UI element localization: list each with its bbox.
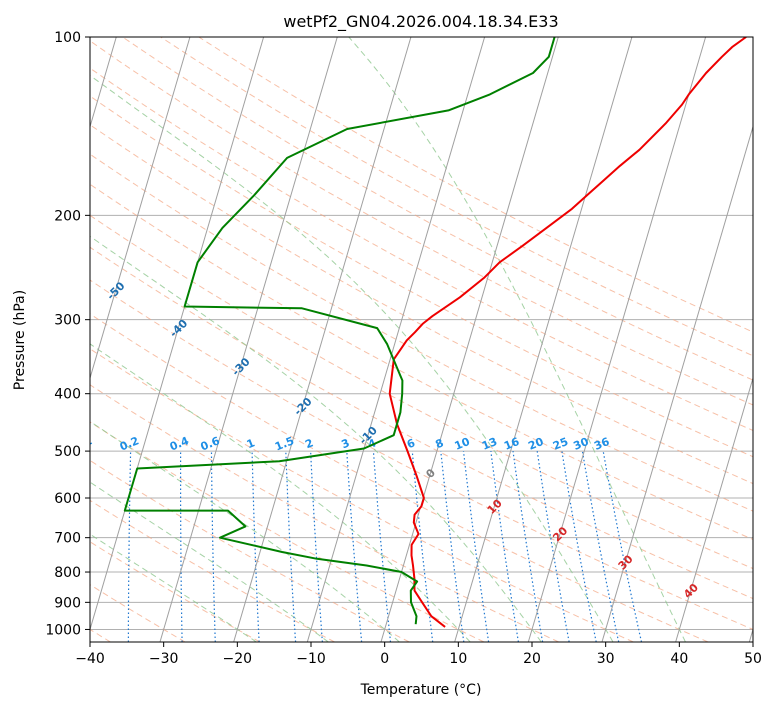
mixing-ratio-label: 1 <box>245 436 257 451</box>
x-tick-label: 50 <box>744 651 762 667</box>
mixing-ratio-line <box>581 450 620 642</box>
isotherm <box>90 37 265 632</box>
isotherm <box>380 37 559 642</box>
dry-adiabat <box>90 313 709 642</box>
isotherm-label: -60 <box>42 240 65 263</box>
mixing-ratio-line <box>462 451 490 642</box>
mixing-ratio-label: 25 <box>551 435 570 453</box>
x-tick-label: −10 <box>296 651 326 667</box>
dry-adiabat <box>90 421 485 642</box>
moist-adiabat <box>90 235 542 642</box>
dry-adiabat <box>90 124 753 485</box>
dry-adiabat <box>90 95 753 458</box>
isotherm <box>233 37 412 642</box>
moist-adiabat <box>90 420 400 642</box>
dewpoint-line <box>123 37 556 625</box>
mixing-ratio-label: 30 <box>572 435 591 453</box>
y-axis: 100 200 300 400 500 600 700 800 900 1000 <box>45 30 90 638</box>
x-tick-label: −30 <box>149 651 179 667</box>
plot-frame <box>89 36 754 643</box>
mixing-ratio-line <box>411 451 434 642</box>
x-axis-title: Temperature (°C) <box>360 682 482 698</box>
mixing-ratio-line <box>440 451 465 642</box>
isotherm <box>527 37 707 642</box>
dry-adiabat <box>90 348 634 642</box>
pressure-grid <box>90 37 753 630</box>
isotherm <box>675 376 753 642</box>
dry-adiabat <box>90 153 753 512</box>
x-tick-label: −20 <box>223 651 253 667</box>
mixing-ratio-label: 20 <box>526 435 545 453</box>
dry-adiabat <box>122 37 753 381</box>
mixing-ratio-label: 36 <box>592 435 611 453</box>
y-tick-label: 700 <box>54 531 81 547</box>
mixing-ratio-label: 10 <box>453 435 472 453</box>
mixing-ratio-label: 8 <box>434 436 446 451</box>
mixing-ratio-line <box>372 451 392 642</box>
mixing-ratio-label: 2 <box>303 436 315 451</box>
y-tick-label: 500 <box>54 444 81 460</box>
mixing-ratio-line <box>490 451 519 642</box>
y-axis-title: Pressure (hPa) <box>12 290 28 390</box>
y-tick-label: 100 <box>54 30 81 46</box>
x-axis: −40 −30 −20 −10 0 10 20 30 40 50 <box>75 642 762 667</box>
isotherm-label: -70 <box>0 199 4 222</box>
mixing-ratio-line <box>346 451 363 642</box>
mixing-ratio-label: 13 <box>480 435 499 453</box>
x-tick-label: 0 <box>380 651 389 667</box>
y-tick-label: 1000 <box>45 622 81 638</box>
x-tick-label: 40 <box>670 651 688 667</box>
dry-adiabat <box>160 37 753 357</box>
isotherm <box>454 37 633 642</box>
isotherm <box>601 124 753 642</box>
x-tick-label: 20 <box>523 651 541 667</box>
y-tick-label: 400 <box>54 387 81 403</box>
mixing-ratio-line <box>561 451 597 642</box>
dry-adiabat <box>90 246 753 600</box>
mixing-ratio-label: 3 <box>340 436 352 451</box>
isotherm <box>306 37 486 642</box>
y-tick-label: 800 <box>54 565 81 581</box>
dry-adiabat <box>90 279 753 630</box>
y-tick-label: 300 <box>54 313 81 329</box>
mixing-ratio-line <box>602 450 643 642</box>
isotherms <box>90 37 753 642</box>
y-tick-label: 200 <box>54 208 81 224</box>
x-tick-label: −40 <box>75 651 105 667</box>
moist-adiabat <box>348 37 686 642</box>
x-tick-label: 30 <box>597 651 615 667</box>
moist-adiabat <box>90 481 329 642</box>
moist-adiabat <box>90 343 471 642</box>
sounding-series <box>123 37 747 628</box>
dry-adiabat <box>90 584 186 642</box>
dry-adiabat <box>90 459 410 642</box>
dry-adiabat <box>90 183 753 541</box>
temperature-line <box>388 37 747 628</box>
mixing-ratio-lines <box>127 450 643 642</box>
y-tick-label: 900 <box>54 595 81 611</box>
x-tick-label: 10 <box>449 651 467 667</box>
y-tick-label: 600 <box>54 491 81 507</box>
mixing-ratio-line <box>512 451 544 642</box>
mixing-ratio-label: 0.1 <box>71 434 94 453</box>
plot-background <box>90 37 753 642</box>
dry-adiabat <box>90 541 261 642</box>
isotherm <box>90 37 191 380</box>
chart-title: wetPf2_GN04.2026.004.18.34.E33 <box>283 12 558 32</box>
isotherm <box>159 37 338 642</box>
mixing-ratio-label: 16 <box>502 435 521 453</box>
